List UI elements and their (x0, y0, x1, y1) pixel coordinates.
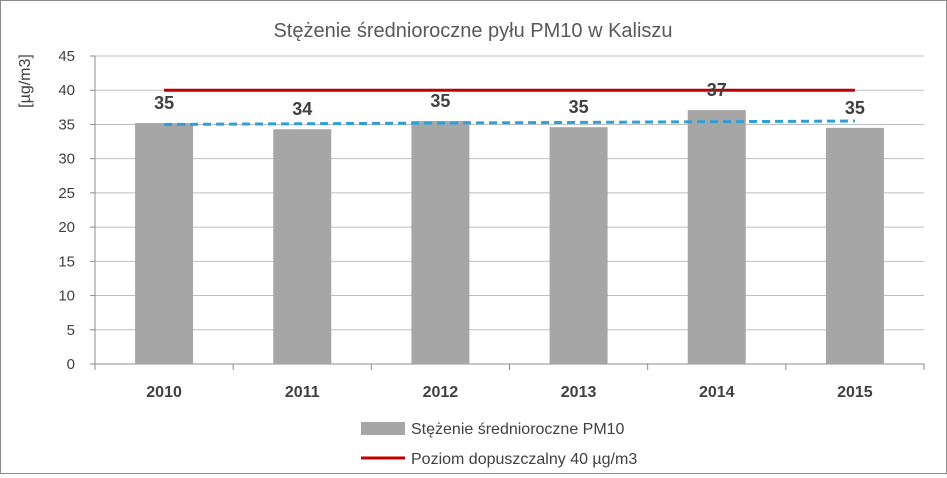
bar (687, 110, 746, 365)
data-label: 37 (707, 80, 727, 100)
data-label: 35 (154, 93, 174, 113)
data-label: 35 (569, 97, 589, 117)
line-layer (164, 88, 855, 126)
y-tick-label: 45 (58, 48, 75, 65)
y-axis-label: [µg/m3] (17, 54, 34, 108)
y-tick-label: 0 (67, 356, 75, 373)
y-tick-label: 10 (58, 288, 75, 305)
bar (411, 121, 470, 365)
bar (135, 123, 194, 364)
trend-line (164, 119, 855, 126)
x-tick-label: 2014 (699, 384, 735, 401)
legend-swatch-bars (361, 422, 405, 435)
bar-layer (135, 110, 884, 365)
bar (825, 127, 884, 364)
data-label: 35 (430, 91, 450, 111)
data-label: 34 (292, 99, 312, 119)
label-layer: 35 34 35 35 37 35 (154, 80, 865, 119)
y-tick-label: 20 (58, 219, 75, 236)
bar (273, 129, 332, 364)
y-tick-label: 35 (58, 116, 75, 133)
x-tick-label: 2010 (146, 384, 182, 401)
y-tick-label: 30 (58, 151, 75, 168)
y-tick-label: 5 (67, 322, 75, 339)
x-tick-label: 2015 (837, 384, 873, 401)
x-tick-label: 2011 (285, 384, 320, 401)
data-label: 35 (845, 98, 865, 118)
legend-label-bars: Stężenie średnioroczne PM10 (411, 421, 625, 438)
y-tick-label: 40 (58, 82, 75, 99)
x-tick-label: 2013 (561, 384, 597, 401)
y-tick-label: 25 (58, 185, 75, 202)
legend-label-limit: Poziom dopuszczalny 40 µg/m3 (411, 451, 637, 468)
x-tick-label: 2012 (423, 384, 459, 401)
legend: Stężenie średnioroczne PM10 Poziom dopus… (361, 421, 637, 468)
grid-layer (90, 55, 925, 370)
chart-title: Stężenie średnioroczne pyłu PM10 w Kalis… (273, 20, 672, 42)
tick-layer: 0 5 10 15 20 25 30 35 40 45 2010 2011 2012 2013 2014 20… (58, 48, 873, 401)
bar (549, 127, 608, 364)
y-tick-label: 15 (58, 253, 75, 270)
